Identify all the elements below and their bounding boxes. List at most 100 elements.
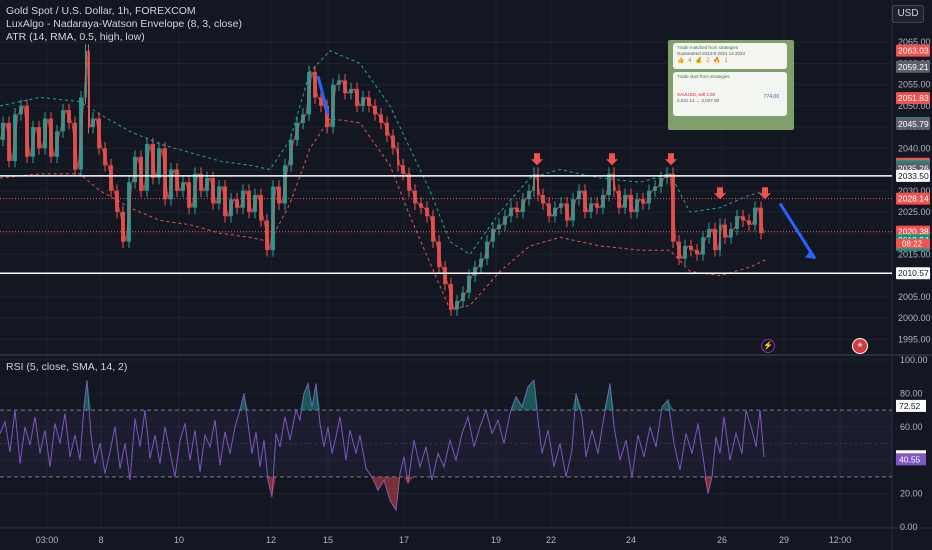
currency-button[interactable]: USD [892,5,924,23]
rsi-oversold-fill [704,476,708,494]
price-tick-label: 2030.00 [898,186,931,196]
chat-line-1: Trade matched from strategies [677,45,739,50]
rsi-overbought-fill [572,393,576,411]
time-tick-label: 17 [399,535,409,545]
price-label-badge [896,60,930,73]
rsi-tick-label: 60.00 [900,422,923,432]
rsi-tick-label: 100.00 [900,355,928,365]
price-label-text: 2059.21 [898,62,929,72]
rsi-oversold-fill [372,476,378,491]
rsi-overbought-fill [534,380,538,411]
rsi-overbought-fill [528,380,534,411]
time-tick-label: 26 [717,535,727,545]
rsi-overbought-fill [240,393,244,411]
us-flag-icon[interactable]: ★ [852,338,868,354]
price-label-badge [896,44,930,57]
price-label-text: 2028.14 [898,194,929,204]
past-arrow[interactable] [316,75,330,115]
price-label-text: 2051.83 [898,93,929,103]
forecast-arrow[interactable] [778,202,817,260]
price-label-text: 2033.50 [898,171,929,181]
time-tick-label: 19 [491,535,501,545]
rsi-overbought-fill [87,380,91,411]
atr-legend[interactable]: ATR (14, RMA, 0.5, high, low) [6,31,145,43]
rsi-label-badge [896,399,926,412]
price-label-text: 2010.57 [898,268,929,278]
price-label-badge [896,192,930,205]
rsi-label-text: 40.55 [899,454,921,464]
symbol-legend[interactable]: Gold Spot / U.S. Dollar, 1h, FOREXCOM [6,5,196,17]
price-label-text: 2045.79 [898,119,929,129]
rsi-overbought-fill [84,380,87,411]
rsi-label-badge [896,453,926,466]
rsi-overbought-fill [300,393,304,411]
price-axis[interactable]: 1995.002000.002005.002010.002015.002020.… [896,37,931,344]
rsi-legend[interactable]: RSI (5, close, SMA, 14, 2) [6,361,128,373]
price-label-text: 2035.26 [898,163,929,173]
time-axis[interactable]: 03:00 8 10 12 15 17 19 22 24 26 29 12:00 [36,535,852,545]
down-arrow-marker[interactable] [665,153,677,166]
time-tick-label: 24 [626,535,636,545]
price-tick-label: 2050.00 [898,101,931,111]
price-tick-label: 2000.00 [898,313,931,323]
time-tick-label: 22 [546,535,556,545]
lightning-icon[interactable]: ⚡ [761,339,775,353]
price-tick-label: 2025.00 [898,207,931,217]
time-tick-label: 12:00 [829,535,852,545]
time-tick-label: 10 [174,535,184,545]
rsi-line[interactable] [0,378,765,512]
rsi-oversold-fill [272,476,276,497]
price-label-badge [896,267,930,280]
price-tick-label: 2055.00 [898,80,931,90]
envelope-upper-line [0,50,769,256]
time-tick-label: 03:00 [36,535,59,545]
rsi-overbought-fill [522,386,528,411]
down-arrow-marker[interactable] [759,187,771,200]
rsi-oversold-fill [378,476,384,491]
down-arrow-marker[interactable] [606,153,618,166]
candle-body [85,50,87,98]
price-plot[interactable] [0,44,892,316]
price-label-badge [896,117,930,130]
rsi-tick-label: 0.00 [900,522,918,532]
rsi-overbought-fill [304,383,308,411]
countdown-badge [896,238,930,249]
chat-trade-detail: 2,031.13 → 2,027.00 [677,98,720,103]
rsi-overbought-fill [510,396,516,411]
envelope-legend[interactable]: LuxAlgo - Nadaraya-Watson Envelope (8, 3… [6,18,242,30]
rsi-overbought-fill [312,383,316,411]
price-tick-label: 1995.00 [898,334,931,344]
time-tick-label: 8 [98,535,103,545]
chat-message-1: Trade matched from strategies Guaranteed… [673,43,787,69]
down-arrow-marker[interactable] [531,153,543,166]
envelope-lower-line [0,118,769,311]
forecast-arrowhead [805,250,815,259]
chat-trade-value: 774.00 [763,94,779,100]
price-label-badge [896,92,930,105]
rsi-oversold-fill [384,476,390,501]
down-arrow-marker[interactable] [714,187,726,200]
countdown-text: 08:22 [902,240,923,249]
time-tick-label: 15 [323,535,333,545]
chat-screenshot-overlay: Trade matched from strategies Guaranteed… [668,40,794,130]
rsi-overbought-fill [604,383,610,411]
price-tick-label: 2040.00 [898,143,931,153]
rsi-oversold-fill [708,476,712,494]
rsi-oversold-fill [408,476,414,484]
rsi-oversold-fill [404,476,408,484]
time-tick-label: 29 [779,535,789,545]
chat-reactions: 👍 4 💰 2 🔥 1 [677,58,729,64]
rsi-axis[interactable]: 0.0020.0040.0060.0080.00100.0072.5242.35… [896,355,928,532]
price-tick-label: 2005.00 [898,292,931,302]
rsi-overbought-fill [610,383,614,411]
price-label-text: 2020.38 [898,227,929,237]
chat-message-2: Trade start from strategies XAUUSD, sell… [673,72,787,116]
rsi-tick-label: 80.00 [900,388,923,398]
rsi-overbought-fill [576,393,582,411]
rsi-overbought-fill [308,383,312,411]
chat-line-2: Guaranteed 2023-5-2021 14 2023 [677,51,746,56]
rsi-label-text: 72.52 [899,401,921,411]
rsi-overbought-fill [516,396,522,411]
chat-line-3: Trade start from strategies [677,74,730,79]
rsi-plot[interactable] [0,378,892,512]
